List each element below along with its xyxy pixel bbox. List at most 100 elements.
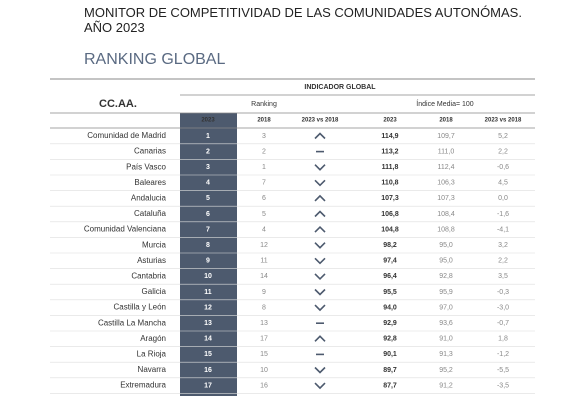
cell: 9 <box>206 258 210 265</box>
cell: -0,7 <box>497 320 509 327</box>
cell: 3 <box>262 133 266 140</box>
trend-icon <box>314 242 326 249</box>
sub-header: 2023 <box>383 118 397 124</box>
cell: 108,8 <box>437 226 455 233</box>
cell: 4,5 <box>498 180 508 187</box>
cell: 11 <box>204 289 212 296</box>
trend-icon <box>314 288 326 296</box>
region-name: Galicia <box>142 287 167 296</box>
cell: 104,8 <box>381 226 399 233</box>
trend-icon <box>314 366 326 374</box>
cell: 95,5 <box>383 289 397 296</box>
region-name: Comunidad de Madrid <box>87 131 166 140</box>
region-name: Cantabria <box>131 272 166 281</box>
cell: 95,0 <box>439 258 453 265</box>
section-title: RANKING GLOBAL <box>84 51 225 68</box>
region-name: Canarias <box>134 147 166 156</box>
column-header: Índice Media= 100 <box>416 99 474 108</box>
cell: 3,2 <box>498 242 508 249</box>
cell: 110,8 <box>381 180 398 187</box>
cell: 4 <box>262 226 266 233</box>
region-name: Asturias <box>137 256 166 265</box>
cell: 4 <box>206 180 210 187</box>
sub-header: 2023 vs 2018 <box>485 118 522 124</box>
cell: 8 <box>262 304 266 311</box>
trend-icon <box>314 335 326 342</box>
column-header: Ranking <box>251 101 277 108</box>
cell: 13 <box>260 320 268 327</box>
cell: 6 <box>262 195 266 202</box>
trend-icon <box>314 179 326 187</box>
cell: 1 <box>262 164 266 171</box>
cell: 108,4 <box>437 211 455 218</box>
cell: 114,9 <box>381 133 398 140</box>
cell: 17 <box>260 336 268 343</box>
cell: 107,3 <box>437 195 455 202</box>
report-title: MONITOR DE COMPETITIVIDAD DE LAS COMUNID… <box>84 5 522 35</box>
cell: 11 <box>260 258 267 265</box>
cell: 3 <box>206 164 210 171</box>
cell: 2,2 <box>498 258 508 265</box>
cell: 95,2 <box>439 367 453 374</box>
cell: -0,3 <box>497 289 509 296</box>
region-name: País Vasco <box>126 162 166 171</box>
cell: 91,3 <box>439 351 453 358</box>
cell: 2 <box>206 148 210 155</box>
region-name: Andalucia <box>131 194 167 203</box>
cell: -3,5 <box>497 382 509 389</box>
cell: 15 <box>260 351 268 358</box>
sub-header: 2023 <box>201 118 215 124</box>
cell: 8 <box>206 242 210 249</box>
cell: 7 <box>262 180 266 187</box>
cell: 97,0 <box>439 304 453 311</box>
trend-icon <box>314 304 326 312</box>
cell: -3,0 <box>497 304 509 311</box>
region-name: Castilla La Mancha <box>98 318 167 327</box>
cell: 107,3 <box>381 195 399 202</box>
cell: 5,2 <box>498 133 508 140</box>
region-name: Extremadura <box>120 381 166 390</box>
region-name: Aragón <box>140 334 166 343</box>
cell: -5,5 <box>497 367 509 374</box>
trend-icon <box>314 164 326 171</box>
trend-icon <box>314 132 326 140</box>
sub-header: 2018 <box>257 118 271 124</box>
cell: 111,0 <box>438 148 455 155</box>
column-header: CC.AA. <box>99 98 137 110</box>
cell: 92,9 <box>383 320 397 327</box>
cell: 91,0 <box>439 336 453 343</box>
sub-header: 2018 <box>439 118 453 124</box>
cell: 109,7 <box>437 133 455 140</box>
cell: 106,8 <box>381 211 399 218</box>
cell: 14 <box>204 336 212 343</box>
sub-header: 2023 vs 2018 <box>302 118 339 124</box>
cell: 89,7 <box>383 367 397 374</box>
group-header: INDICADOR GLOBAL <box>304 84 376 91</box>
cell: 3,5 <box>498 273 508 280</box>
trend-icon <box>314 257 326 265</box>
cell: 98,2 <box>383 242 397 249</box>
cell: 87,7 <box>383 382 397 389</box>
region-name: Comunidad Valenciana <box>84 225 167 234</box>
trend-icon <box>314 225 326 233</box>
region-name: Murcia <box>142 240 167 249</box>
cell: -0,6 <box>497 164 509 171</box>
cell: 12 <box>260 242 268 249</box>
cell: 96,4 <box>383 273 397 280</box>
cell: 91,2 <box>439 382 453 389</box>
cell: 92,8 <box>439 273 453 280</box>
cell: 6 <box>206 211 210 218</box>
trend-icon <box>314 382 326 390</box>
cell: 2,2 <box>498 148 508 155</box>
cell: -1,6 <box>497 211 509 218</box>
cell: 112,4 <box>438 164 455 171</box>
cell: -4,1 <box>497 226 509 233</box>
cell: 92,8 <box>383 336 397 343</box>
cell: 15 <box>204 351 212 358</box>
region-name: La Rioja <box>137 350 167 359</box>
cell: 13 <box>204 320 212 327</box>
cell: 14 <box>260 273 268 280</box>
cell: 2 <box>262 148 266 155</box>
cell: 113,2 <box>381 148 398 155</box>
